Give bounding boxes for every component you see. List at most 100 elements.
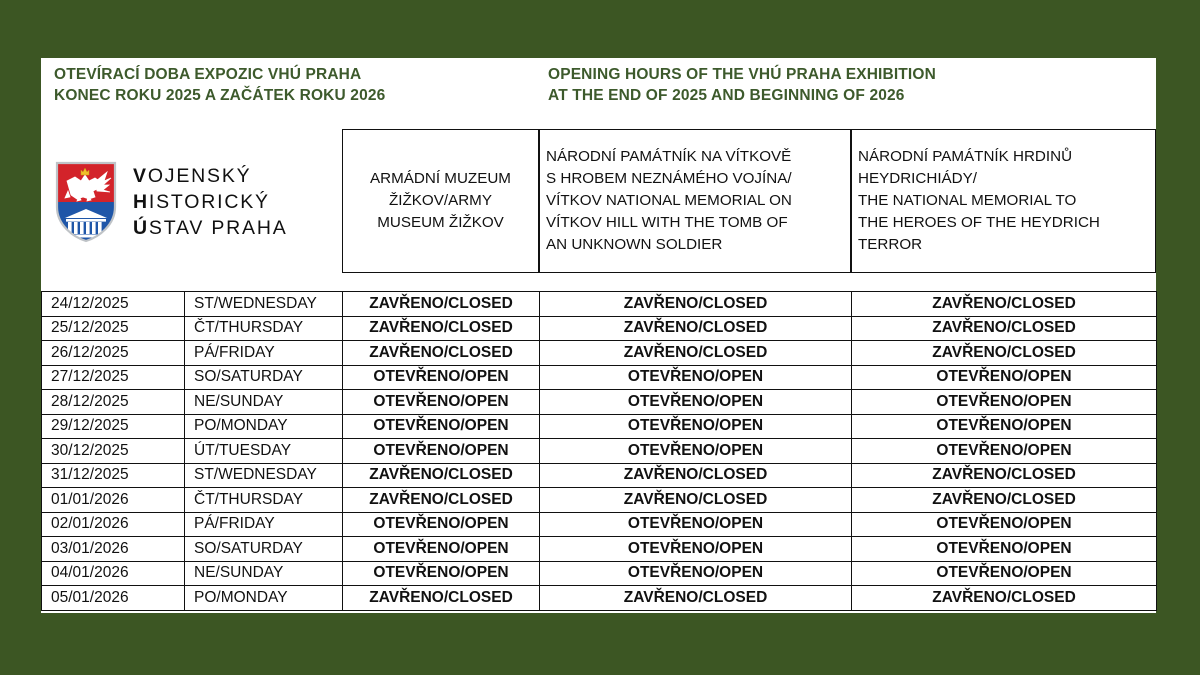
cell-date: 30/12/2025 (41, 438, 185, 464)
cell-date: 26/12/2025 (41, 340, 185, 366)
page-title-czech-line1: OTEVÍRACÍ DOBA EXPOZIC VHÚ PRAHA (54, 66, 362, 83)
cell-date: 03/01/2026 (41, 536, 185, 562)
table-row: 25/12/2025 ČT/THURSDAY ZAVŘENO/CLOSED ZAVŘE… (41, 315, 1157, 341)
cell-status-heydrich: ZAVŘENO/CLOSED (851, 462, 1157, 488)
brand-logo-line2-lead: H (133, 191, 149, 213)
cell-day: ČT/THURSDAY (184, 315, 343, 341)
cell-status-army-museum: OTEVŘENO/OPEN (342, 364, 540, 390)
cell-status-army-museum: OTEVŘENO/OPEN (342, 560, 540, 586)
brand-logo-line2-rest: ISTORICKÝ (148, 191, 270, 213)
column-header-vitkov-line5: AN UNKNOWN SOLDIER (546, 236, 723, 253)
cell-status-heydrich: ZAVŘENO/CLOSED (851, 340, 1157, 366)
column-header-heydrich-line2: HEYDRICHIÁDY/ (858, 170, 977, 187)
column-header-heydrich-line5: TERROR (858, 236, 923, 253)
cell-status-heydrich: ZAVŘENO/CLOSED (851, 487, 1157, 513)
cell-date: 27/12/2025 (41, 364, 185, 390)
brand-logo-line3: ÚSTAV PRAHA (133, 215, 288, 241)
cell-day: PO/MONDAY (184, 413, 343, 439)
table-row: 27/12/2025 SO/SATURDAY OTEVŘENO/OPEN OTEVŘE… (41, 364, 1157, 390)
cell-status-vitkov: OTEVŘENO/OPEN (539, 536, 852, 562)
brand-logo-line3-lead: Ú (133, 217, 149, 239)
cell-day: PO/MONDAY (184, 585, 343, 611)
opening-hours-table-body: 24/12/2025 ST/WEDNESDAY ZAVŘENO/CLOSED ZAVŘ… (41, 291, 1157, 611)
cell-date: 05/01/2026 (41, 585, 185, 611)
cell-date: 01/01/2026 (41, 487, 185, 513)
cell-status-army-museum: ZAVŘENO/CLOSED (342, 462, 540, 488)
cell-status-heydrich: OTEVŘENO/OPEN (851, 536, 1157, 562)
cell-status-army-museum: OTEVŘENO/OPEN (342, 389, 540, 415)
cell-status-army-museum: ZAVŘENO/CLOSED (342, 487, 540, 513)
cell-date: 29/12/2025 (41, 413, 185, 439)
brand-logo-line1-lead: V (133, 165, 148, 187)
cell-status-army-museum: ZAVŘENO/CLOSED (342, 291, 540, 317)
table-row: 24/12/2025 ST/WEDNESDAY ZAVŘENO/CLOSED ZAVŘ… (41, 291, 1157, 317)
cell-status-vitkov: OTEVŘENO/OPEN (539, 560, 852, 586)
column-header-army-museum-line1: ARMÁDNÍ MUZEUM (370, 170, 511, 187)
cell-status-vitkov: OTEVŘENO/OPEN (539, 511, 852, 537)
cell-status-army-museum: OTEVŘENO/OPEN (342, 438, 540, 464)
column-header-army-museum-line3: MUSEUM ŽIŽKOV (377, 214, 504, 231)
cell-status-vitkov: ZAVŘENO/CLOSED (539, 585, 852, 611)
vhu-praha-crest-icon (55, 161, 117, 243)
cell-status-vitkov: ZAVŘENO/CLOSED (539, 291, 852, 317)
page-title-english-line1: OPENING HOURS OF THE VHÚ PRAHA EXHIBITIO… (548, 66, 936, 83)
brand-logo-line1: VOJENSKÝ (133, 163, 288, 189)
cell-status-army-museum: ZAVŘENO/CLOSED (342, 340, 540, 366)
cell-status-army-museum: ZAVŘENO/CLOSED (342, 585, 540, 611)
cell-day: ST/WEDNESDAY (184, 291, 343, 317)
cell-date: 24/12/2025 (41, 291, 185, 317)
table-row: 28/12/2025 NE/SUNDAY OTEVŘENO/OPEN OTEVŘENO… (41, 389, 1157, 415)
brand-logo-line2: HISTORICKÝ (133, 189, 288, 215)
cell-status-heydrich: OTEVŘENO/OPEN (851, 364, 1157, 390)
table-row: 01/01/2026 ČT/THURSDAY ZAVŘENO/CLOSED ZAVŘE… (41, 487, 1157, 513)
cell-status-heydrich: ZAVŘENO/CLOSED (851, 585, 1157, 611)
cell-date: 25/12/2025 (41, 315, 185, 341)
cell-status-heydrich: ZAVŘENO/CLOSED (851, 315, 1157, 341)
column-header-vitkov-line4: VÍTKOV HILL WITH THE TOMB OF (546, 214, 788, 231)
cell-status-vitkov: ZAVŘENO/CLOSED (539, 487, 852, 513)
page-title-czech-line2: KONEC ROKU 2025 A ZAČÁTEK ROKU 2026 (54, 87, 386, 104)
column-header-heydrich-memorial: NÁRODNÍ PAMÁTNÍK HRDINŮ HEYDRICHIÁDY/ TH… (851, 129, 1156, 273)
cell-day: NE/SUNDAY (184, 389, 343, 415)
column-header-army-museum: ARMÁDNÍ MUZEUM ŽIŽKOV/ARMY MUSEUM ŽIŽKOV (342, 129, 539, 273)
cell-status-heydrich: ZAVŘENO/CLOSED (851, 291, 1157, 317)
page-title-english-line2: AT THE END OF 2025 AND BEGINNING OF 2026 (548, 87, 905, 104)
brand-logo-line3-rest: STAV PRAHA (148, 217, 288, 239)
cell-status-army-museum: OTEVŘENO/OPEN (342, 511, 540, 537)
cell-status-heydrich: OTEVŘENO/OPEN (851, 511, 1157, 537)
page-title-english: OPENING HOURS OF THE VHÚ PRAHA EXHIBITIO… (548, 64, 936, 106)
cell-status-vitkov: ZAVŘENO/CLOSED (539, 340, 852, 366)
column-header-heydrich-line1: NÁRODNÍ PAMÁTNÍK HRDINŮ (858, 148, 1073, 165)
cell-status-heydrich: OTEVŘENO/OPEN (851, 389, 1157, 415)
cell-date: 28/12/2025 (41, 389, 185, 415)
cell-day: PÁ/FRIDAY (184, 511, 343, 537)
title-area: OTEVÍRACÍ DOBA EXPOZIC VHÚ PRAHA KONEC R… (41, 58, 1156, 122)
table-row: 04/01/2026 NE/SUNDAY OTEVŘENO/OPEN OTEVŘENO… (41, 560, 1157, 586)
cell-status-army-museum: OTEVŘENO/OPEN (342, 536, 540, 562)
column-header-vitkov-memorial: NÁRODNÍ PAMÁTNÍK NA VÍTKOVĚ S HROBEM NEZ… (539, 129, 851, 273)
page-title-czech: OTEVÍRACÍ DOBA EXPOZIC VHÚ PRAHA KONEC R… (54, 64, 385, 106)
cell-day: ÚT/TUESDAY (184, 438, 343, 464)
cell-status-heydrich: OTEVŘENO/OPEN (851, 560, 1157, 586)
cell-day: ČT/THURSDAY (184, 487, 343, 513)
cell-status-army-museum: ZAVŘENO/CLOSED (342, 315, 540, 341)
cell-status-vitkov: OTEVŘENO/OPEN (539, 438, 852, 464)
opening-hours-table: 24/12/2025 ST/WEDNESDAY ZAVŘENO/CLOSED ZAVŘ… (41, 291, 1157, 611)
table-header-band: VOJENSKÝ HISTORICKÝ ÚSTAV PRAHA ARMÁDNÍ … (41, 128, 1156, 276)
column-header-vitkov-line2: S HROBEM NEZNÁMÉHO VOJÍNA/ (546, 170, 792, 187)
table-row: 31/12/2025 ST/WEDNESDAY ZAVŘENO/CLOSED ZAVŘ… (41, 462, 1157, 488)
table-row: 02/01/2026 PÁ/FRIDAY OTEVŘENO/OPEN OTEVŘENO… (41, 511, 1157, 537)
cell-status-vitkov: OTEVŘENO/OPEN (539, 389, 852, 415)
table-row: 29/12/2025 PO/MONDAY OTEVŘENO/OPEN OTEVŘENO… (41, 413, 1157, 439)
cell-status-heydrich: OTEVŘENO/OPEN (851, 438, 1157, 464)
brand-logo-line1-rest: OJENSKÝ (147, 165, 252, 187)
cell-day: SO/SATURDAY (184, 364, 343, 390)
cell-status-army-museum: OTEVŘENO/OPEN (342, 413, 540, 439)
cell-date: 02/01/2026 (41, 511, 185, 537)
table-row: 03/01/2026 SO/SATURDAY OTEVŘENO/OPEN OTEVŘE… (41, 536, 1157, 562)
cell-status-vitkov: ZAVŘENO/CLOSED (539, 462, 852, 488)
column-header-vitkov-line1: NÁRODNÍ PAMÁTNÍK NA VÍTKOVĚ (546, 148, 792, 165)
brand-logo-text: VOJENSKÝ HISTORICKÝ ÚSTAV PRAHA (133, 163, 288, 241)
column-header-vitkov-line3: VÍTKOV NATIONAL MEMORIAL ON (546, 192, 792, 209)
cell-day: SO/SATURDAY (184, 536, 343, 562)
